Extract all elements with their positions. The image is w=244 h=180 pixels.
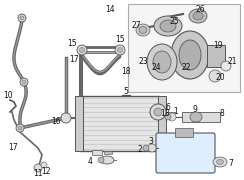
Circle shape xyxy=(115,45,125,55)
Text: 1: 1 xyxy=(174,107,178,116)
Text: 27: 27 xyxy=(131,21,141,30)
Bar xyxy=(128,4,240,92)
Ellipse shape xyxy=(193,12,203,20)
Bar xyxy=(158,96,166,151)
Text: 8: 8 xyxy=(220,109,224,118)
Text: 21: 21 xyxy=(227,57,237,66)
Circle shape xyxy=(221,61,231,71)
Text: 14: 14 xyxy=(105,6,115,15)
Circle shape xyxy=(148,144,156,152)
Text: 9: 9 xyxy=(193,105,197,114)
Text: 20: 20 xyxy=(215,73,225,82)
Circle shape xyxy=(16,124,24,132)
Text: 10: 10 xyxy=(3,91,13,100)
Text: 15: 15 xyxy=(115,35,125,44)
Ellipse shape xyxy=(213,157,227,167)
Ellipse shape xyxy=(216,159,224,165)
Ellipse shape xyxy=(100,156,114,164)
Bar xyxy=(104,151,112,154)
Circle shape xyxy=(22,80,26,84)
Ellipse shape xyxy=(136,24,150,36)
Circle shape xyxy=(80,48,84,53)
Text: 6: 6 xyxy=(166,103,171,112)
Text: 7: 7 xyxy=(229,159,234,168)
Circle shape xyxy=(168,113,176,121)
Circle shape xyxy=(77,45,87,55)
Bar xyxy=(75,96,83,151)
Ellipse shape xyxy=(154,16,182,36)
Text: 12: 12 xyxy=(41,168,51,177)
Text: 19: 19 xyxy=(213,42,223,51)
Text: 3: 3 xyxy=(149,138,153,147)
Circle shape xyxy=(165,114,171,120)
Text: 11: 11 xyxy=(33,168,43,177)
Text: 15: 15 xyxy=(67,39,77,48)
Ellipse shape xyxy=(171,31,209,79)
Circle shape xyxy=(150,104,166,120)
Ellipse shape xyxy=(160,20,176,32)
Text: 2: 2 xyxy=(138,145,142,154)
Bar xyxy=(80,96,160,151)
Text: 25: 25 xyxy=(169,17,179,26)
Text: 16: 16 xyxy=(51,118,61,127)
Text: 22: 22 xyxy=(181,64,191,73)
Text: 26: 26 xyxy=(195,6,205,15)
Circle shape xyxy=(18,126,22,130)
FancyBboxPatch shape xyxy=(156,133,215,173)
Text: 23: 23 xyxy=(138,57,148,66)
Ellipse shape xyxy=(179,40,201,70)
Ellipse shape xyxy=(153,51,171,73)
Circle shape xyxy=(20,78,28,86)
Text: 18: 18 xyxy=(121,68,131,76)
Text: 13: 13 xyxy=(160,109,170,118)
Text: 5: 5 xyxy=(123,87,128,96)
Circle shape xyxy=(118,48,122,53)
Circle shape xyxy=(209,70,221,82)
Circle shape xyxy=(20,16,24,20)
Bar xyxy=(207,45,225,67)
Ellipse shape xyxy=(139,26,147,33)
Text: 24: 24 xyxy=(151,64,161,73)
Ellipse shape xyxy=(190,112,202,122)
Text: 4: 4 xyxy=(88,158,92,166)
Circle shape xyxy=(34,164,42,172)
Text: 17: 17 xyxy=(8,143,18,152)
Ellipse shape xyxy=(98,157,104,163)
Circle shape xyxy=(143,145,149,151)
Text: 17: 17 xyxy=(69,55,79,64)
Circle shape xyxy=(18,14,26,22)
Bar xyxy=(182,112,220,122)
Circle shape xyxy=(154,108,162,116)
Circle shape xyxy=(61,113,71,123)
Bar xyxy=(175,128,193,137)
Ellipse shape xyxy=(189,9,207,23)
Circle shape xyxy=(41,162,47,168)
Bar xyxy=(92,150,102,155)
Ellipse shape xyxy=(147,44,177,80)
